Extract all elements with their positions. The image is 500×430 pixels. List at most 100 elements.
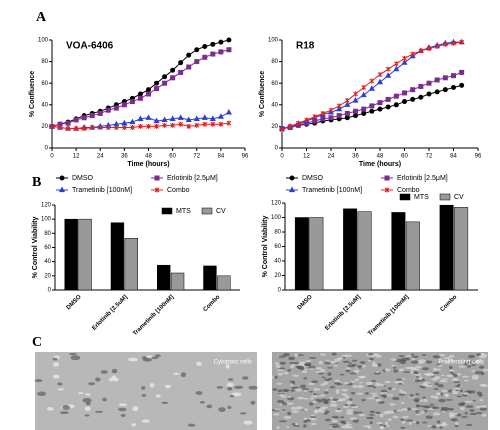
cell — [421, 354, 427, 356]
cell — [439, 426, 443, 429]
marker — [451, 73, 456, 79]
marker — [218, 121, 224, 127]
cell — [303, 364, 309, 366]
legend-swatch — [161, 207, 173, 215]
marker — [137, 115, 144, 121]
cell — [350, 406, 359, 409]
panel-label: A — [36, 10, 47, 25]
marker — [377, 72, 383, 78]
marker — [369, 78, 375, 84]
cell — [426, 373, 435, 377]
cell — [479, 407, 488, 411]
marker — [218, 49, 224, 55]
bar — [357, 211, 372, 291]
chart-title: VOA-6406 — [66, 41, 114, 52]
cell — [406, 354, 411, 358]
marker — [81, 115, 87, 121]
marker — [434, 89, 440, 95]
x-tick-label: 96 — [475, 154, 482, 160]
cell — [243, 420, 253, 425]
cell — [437, 368, 442, 371]
cell — [456, 372, 462, 376]
marker — [113, 124, 119, 130]
marker — [402, 90, 407, 96]
cell — [442, 378, 449, 381]
cell — [400, 418, 405, 421]
marker — [218, 39, 224, 45]
cell — [431, 406, 437, 410]
cell — [403, 371, 411, 373]
cell — [471, 359, 477, 362]
cell — [287, 396, 292, 398]
cell — [336, 408, 341, 411]
cell — [327, 367, 334, 369]
y-tick-label: 100 — [41, 217, 52, 223]
marker — [169, 115, 176, 121]
y-tick-label: 20 — [41, 124, 48, 130]
cell — [283, 415, 292, 419]
cell — [483, 369, 489, 372]
marker — [320, 110, 326, 116]
cell — [357, 384, 365, 389]
cell — [329, 386, 336, 389]
cell — [334, 425, 340, 428]
cell — [406, 357, 410, 361]
cell — [132, 406, 139, 412]
marker — [393, 93, 399, 99]
marker — [194, 47, 200, 53]
cell — [425, 360, 433, 364]
marker — [226, 120, 232, 126]
cell — [399, 368, 404, 372]
cell — [318, 394, 326, 397]
cell — [303, 424, 307, 428]
legend-label: CV — [216, 208, 226, 215]
marker — [344, 110, 350, 116]
cell — [272, 388, 278, 391]
cell — [367, 353, 374, 356]
cell — [436, 392, 441, 396]
marker — [201, 114, 208, 120]
marker — [225, 108, 232, 115]
marker — [344, 97, 350, 103]
cell — [296, 396, 305, 400]
cell — [296, 354, 304, 356]
marker — [89, 124, 95, 130]
x-tick-label: 60 — [169, 154, 176, 160]
marker — [113, 105, 119, 111]
cell — [387, 418, 392, 421]
cell — [281, 395, 287, 398]
cell — [464, 411, 468, 415]
cell — [442, 380, 448, 383]
cell — [102, 397, 107, 402]
marker — [129, 118, 136, 125]
y-tick-label: 20 — [274, 273, 281, 279]
cell — [410, 360, 419, 364]
cell — [128, 357, 138, 362]
cell — [349, 380, 356, 383]
cell — [350, 404, 356, 407]
cell — [413, 370, 418, 374]
marker — [385, 72, 392, 78]
y-tick-label: 120 — [271, 201, 282, 207]
series-line — [51, 39, 230, 127]
cell — [315, 406, 321, 409]
y-tick-label: 80 — [274, 230, 281, 236]
marker — [385, 66, 391, 72]
y-tick-label: 40 — [41, 102, 48, 108]
legend-label: Trametinib [100nM] — [72, 187, 132, 194]
cell — [369, 410, 375, 414]
cell — [324, 378, 331, 381]
y-tick-label: 120 — [41, 203, 52, 209]
series-line — [51, 49, 230, 127]
cell — [421, 421, 428, 424]
cell — [334, 364, 338, 367]
cell — [433, 376, 441, 380]
x-tick-label: 48 — [377, 154, 384, 160]
x-tick-label: 96 — [242, 154, 249, 160]
cell — [303, 377, 307, 380]
cell — [343, 381, 350, 385]
bar — [157, 264, 171, 291]
cell — [454, 422, 459, 426]
cell — [334, 358, 341, 362]
cell — [318, 360, 323, 365]
